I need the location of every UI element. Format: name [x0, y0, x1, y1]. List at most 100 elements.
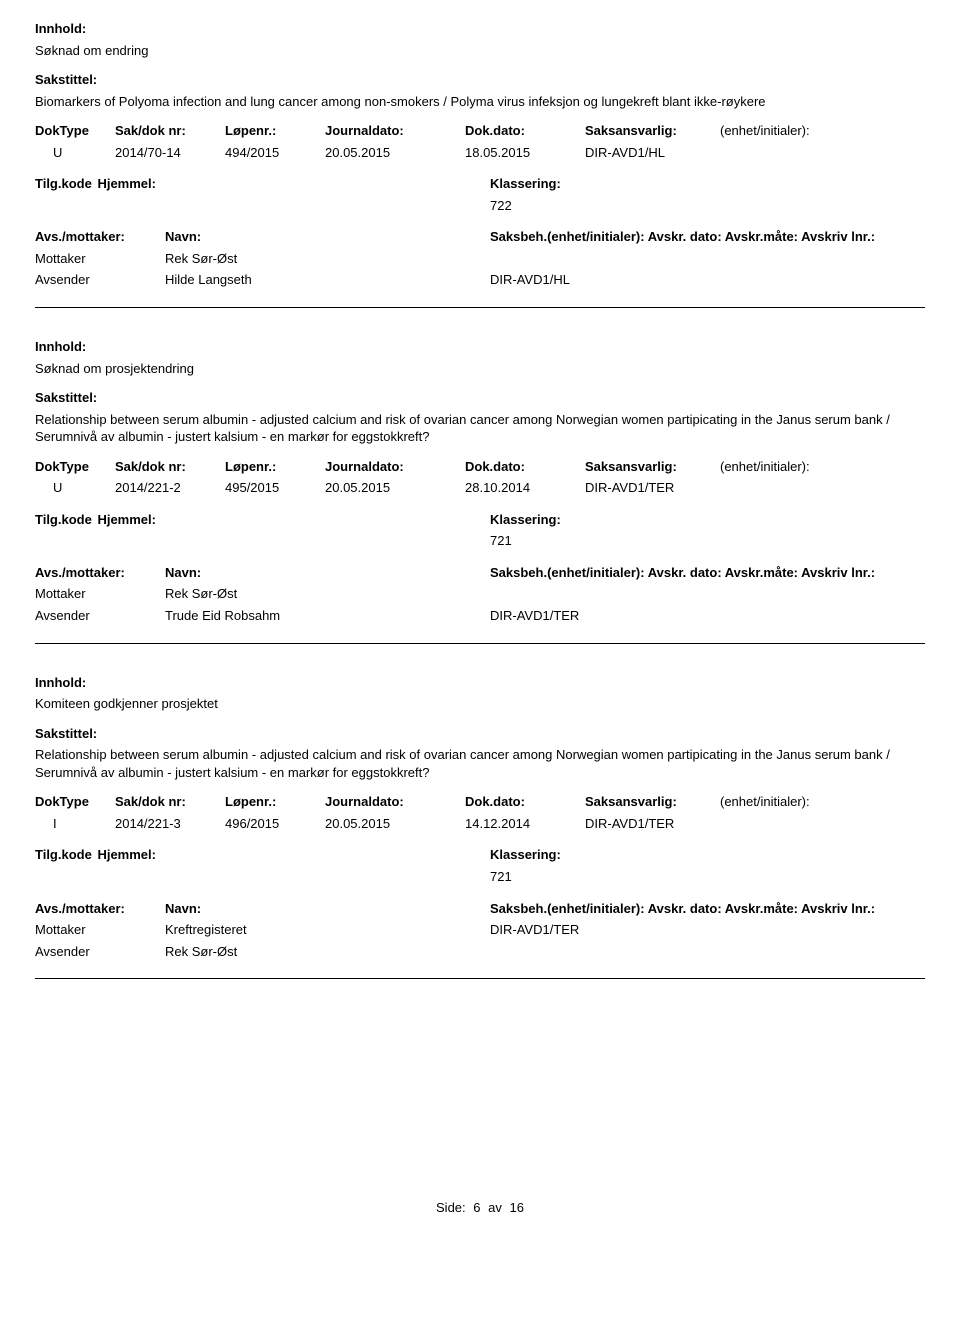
footer-side-label: Side:: [436, 1200, 466, 1215]
dokdato-label: Dok.dato:: [465, 122, 585, 140]
dokdato-label: Dok.dato:: [465, 458, 585, 476]
tilgkode-label: Tilg.kode: [35, 512, 92, 527]
saksbeh-header: Saksbeh.(enhet/initialer): Avskr. dato: …: [490, 228, 925, 246]
innhold-text: Søknad om endring: [35, 42, 925, 60]
doktype-label: DokType: [35, 793, 115, 811]
avsender-saksbeh: DIR-AVD1/TER: [490, 607, 925, 625]
footer-av-label: av: [488, 1200, 502, 1215]
mottaker-row: Mottaker Rek Sør-Øst: [35, 250, 925, 268]
mottaker-row: Mottaker Rek Sør-Øst: [35, 585, 925, 603]
sakdoknr-label: Sak/dok nr:: [115, 793, 225, 811]
klassering-value: 721: [490, 532, 925, 550]
sakdoknr-value: 2014/70-14: [115, 144, 225, 162]
innhold-label: Innhold:: [35, 674, 925, 692]
dokdato-label: Dok.dato:: [465, 793, 585, 811]
mottaker-navn: Rek Sør-Øst: [165, 585, 490, 603]
sakstittel-label: Sakstittel:: [35, 71, 925, 89]
klassering-label: Klassering:: [490, 175, 925, 193]
navn-label: Navn:: [165, 900, 490, 918]
sakdoknr-value: 2014/221-2: [115, 479, 225, 497]
doktype-label: DokType: [35, 122, 115, 140]
lopenr-label: Løpenr.:: [225, 122, 325, 140]
journaldato-label: Journaldato:: [325, 793, 465, 811]
avsender-navn: Trude Eid Robsahm: [165, 607, 490, 625]
record-divider: [35, 307, 925, 308]
avsender-row: Avsender Trude Eid Robsahm DIR-AVD1/TER: [35, 607, 925, 625]
navn-label: Navn:: [165, 564, 490, 582]
innhold-text: Søknad om prosjektendring: [35, 360, 925, 378]
journaldato-value: 20.05.2015: [325, 815, 465, 833]
mottaker-navn: Rek Sør-Øst: [165, 250, 490, 268]
avsender-row: Avsender Hilde Langseth DIR-AVD1/HL: [35, 271, 925, 289]
enhet-label: (enhet/initialer):: [720, 458, 925, 476]
record-divider: [35, 978, 925, 979]
hjemmel-label: Hjemmel:: [97, 847, 156, 862]
footer-page-number: 6: [473, 1200, 480, 1215]
saksansvarlig-value: DIR-AVD1/HL: [585, 144, 720, 162]
page-footer: Side: 6 av 16: [35, 1199, 925, 1217]
party-header-row: Avs./mottaker: Navn: Saksbeh.(enhet/init…: [35, 564, 925, 582]
record: Innhold: Søknad om endring Sakstittel: B…: [35, 20, 925, 308]
avsender-navn: Hilde Langseth: [165, 271, 490, 289]
saksansvarlig-value: DIR-AVD1/TER: [585, 815, 720, 833]
avsender-label: Avsender: [35, 271, 165, 289]
klassering-label: Klassering:: [490, 511, 925, 529]
avsender-label: Avsender: [35, 607, 165, 625]
sakstittel-text: Biomarkers of Polyoma infection and lung…: [35, 93, 925, 111]
mottaker-label: Mottaker: [35, 250, 165, 268]
avsender-saksbeh: DIR-AVD1/HL: [490, 271, 925, 289]
mottaker-saksbeh: [490, 585, 925, 603]
tilgkode-label: Tilg.kode: [35, 176, 92, 191]
avsmottaker-label: Avs./mottaker:: [35, 564, 165, 582]
sakdoknr-label: Sak/dok nr:: [115, 122, 225, 140]
sakdoknr-label: Sak/dok nr:: [115, 458, 225, 476]
tilg-row: Tilg.kode Hjemmel: Klassering:: [35, 175, 925, 193]
dokdato-value: 18.05.2015: [465, 144, 585, 162]
doktype-value: U: [35, 479, 115, 497]
meta-header-row: DokType Sak/dok nr: Løpenr.: Journaldato…: [35, 122, 925, 140]
klassering-value: 721: [490, 868, 925, 886]
lopenr-value: 495/2015: [225, 479, 325, 497]
sakstittel-label: Sakstittel:: [35, 389, 925, 407]
saksbeh-header: Saksbeh.(enhet/initialer): Avskr. dato: …: [490, 900, 925, 918]
sakstittel-text: Relationship between serum albumin - adj…: [35, 746, 925, 781]
innhold-text: Komiteen godkjenner prosjektet: [35, 695, 925, 713]
doktype-value: U: [35, 144, 115, 162]
mottaker-label: Mottaker: [35, 921, 165, 939]
tilg-row: Tilg.kode Hjemmel: Klassering:: [35, 846, 925, 864]
hjemmel-label: Hjemmel:: [97, 512, 156, 527]
record: Innhold: Søknad om prosjektendring Sakst…: [35, 338, 925, 644]
enhet-label: (enhet/initialer):: [720, 793, 925, 811]
lopenr-value: 496/2015: [225, 815, 325, 833]
doktype-label: DokType: [35, 458, 115, 476]
avsender-navn: Rek Sør-Øst: [165, 943, 490, 961]
meta-header-row: DokType Sak/dok nr: Løpenr.: Journaldato…: [35, 793, 925, 811]
meta-value-row: I 2014/221-3 496/2015 20.05.2015 14.12.2…: [35, 815, 925, 833]
sakdoknr-value: 2014/221-3: [115, 815, 225, 833]
enhet-label: (enhet/initialer):: [720, 122, 925, 140]
mottaker-row: Mottaker Kreftregisteret DIR-AVD1/TER: [35, 921, 925, 939]
innhold-label: Innhold:: [35, 338, 925, 356]
meta-header-row: DokType Sak/dok nr: Løpenr.: Journaldato…: [35, 458, 925, 476]
klassering-value: 722: [490, 197, 925, 215]
lopenr-label: Løpenr.:: [225, 793, 325, 811]
avsender-label: Avsender: [35, 943, 165, 961]
journaldato-label: Journaldato:: [325, 122, 465, 140]
meta-value-row: U 2014/70-14 494/2015 20.05.2015 18.05.2…: [35, 144, 925, 162]
sakstittel-label: Sakstittel:: [35, 725, 925, 743]
saksansvarlig-label: Saksansvarlig:: [585, 793, 720, 811]
lopenr-value: 494/2015: [225, 144, 325, 162]
mottaker-saksbeh: [490, 250, 925, 268]
avsmottaker-label: Avs./mottaker:: [35, 228, 165, 246]
mottaker-navn: Kreftregisteret: [165, 921, 490, 939]
party-header-row: Avs./mottaker: Navn: Saksbeh.(enhet/init…: [35, 228, 925, 246]
avsmottaker-label: Avs./mottaker:: [35, 900, 165, 918]
saksansvarlig-value: DIR-AVD1/TER: [585, 479, 720, 497]
klassering-label: Klassering:: [490, 846, 925, 864]
saksansvarlig-label: Saksansvarlig:: [585, 122, 720, 140]
saksansvarlig-label: Saksansvarlig:: [585, 458, 720, 476]
dokdato-value: 14.12.2014: [465, 815, 585, 833]
record-divider: [35, 643, 925, 644]
sakstittel-text: Relationship between serum albumin - adj…: [35, 411, 925, 446]
avsender-saksbeh: [490, 943, 925, 961]
